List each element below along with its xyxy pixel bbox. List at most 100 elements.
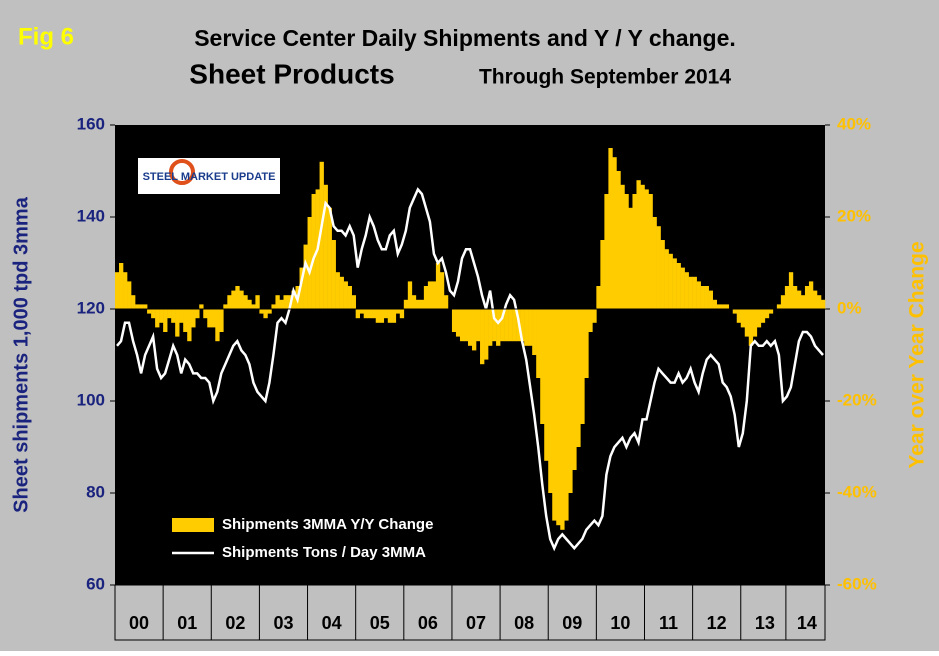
bar (163, 309, 168, 332)
bar (143, 304, 148, 309)
bar (792, 286, 798, 309)
bar (788, 272, 794, 309)
bar (484, 309, 489, 360)
bar (700, 286, 705, 309)
x-tick-label: 07 (466, 613, 486, 633)
bar (476, 309, 481, 342)
chart-subtitle-2: Through September 2014 (479, 66, 731, 89)
bar (496, 309, 501, 346)
bar (467, 309, 473, 346)
bar (732, 309, 738, 314)
bar (459, 309, 465, 342)
y2-tick-label: -60% (837, 574, 877, 593)
bar (279, 299, 284, 309)
bar (407, 281, 413, 309)
bar (415, 299, 421, 309)
bar (688, 276, 693, 309)
bar (592, 309, 597, 323)
chart-subtitle: Sheet Products (189, 58, 394, 89)
bar (488, 309, 493, 346)
bar (520, 309, 525, 342)
plot-area (115, 125, 825, 585)
bar (347, 286, 352, 309)
bar (776, 304, 782, 309)
bar (191, 309, 196, 328)
bar (648, 194, 653, 309)
bar (684, 272, 689, 309)
bar (480, 309, 485, 365)
bar (123, 272, 128, 309)
bar (656, 226, 661, 309)
fig-label: Fig 6 (18, 23, 74, 50)
bar (552, 309, 557, 521)
bar (243, 295, 248, 309)
bar (768, 309, 774, 314)
bar (363, 309, 369, 319)
bar (335, 272, 340, 309)
bar (227, 295, 232, 309)
bar (303, 244, 308, 309)
bar (455, 309, 461, 337)
logo-icon (169, 159, 195, 185)
x-tick-label: 00 (129, 613, 149, 633)
bar (223, 304, 228, 309)
bar (159, 309, 164, 323)
bar (608, 148, 613, 309)
bar (508, 309, 513, 342)
x-tick-label: 14 (797, 613, 817, 633)
bar (548, 309, 553, 493)
logo-text: STEEL MARKET UPDATE (143, 171, 276, 183)
bar (343, 281, 348, 309)
bar (451, 309, 457, 332)
logo-box (138, 158, 280, 194)
bar (355, 309, 360, 319)
bar (383, 309, 389, 319)
bar (115, 272, 120, 309)
bar (339, 276, 344, 309)
bar (784, 286, 790, 309)
bar (267, 309, 272, 314)
bar (692, 276, 697, 309)
x-tick-label: 01 (177, 613, 197, 633)
bar (187, 309, 192, 342)
x-tick-label: 12 (707, 613, 727, 633)
bar (271, 304, 276, 309)
bar (632, 194, 637, 309)
bar (720, 304, 726, 309)
bar (628, 207, 633, 309)
bar (704, 286, 709, 309)
bar (131, 295, 136, 309)
bar (259, 309, 264, 314)
x-tick-label: 06 (418, 613, 438, 633)
bar (175, 309, 180, 337)
bar (375, 309, 381, 323)
bar (427, 281, 433, 309)
bar (816, 295, 822, 309)
bar (636, 180, 641, 309)
y-tick-label: 100 (77, 390, 105, 409)
bar (387, 309, 393, 323)
bar (463, 309, 469, 342)
y-tick-label: 60 (86, 574, 105, 593)
bar (435, 263, 441, 309)
bar (251, 304, 256, 309)
bar (676, 263, 681, 309)
bar (504, 309, 509, 342)
bar (660, 240, 665, 309)
bar (536, 309, 541, 378)
legend-swatch (172, 518, 214, 532)
bar (239, 290, 244, 309)
bar (808, 281, 814, 309)
y-tick-label: 160 (77, 114, 105, 133)
bar (764, 309, 770, 319)
bar (664, 249, 669, 309)
bar (307, 217, 312, 309)
bar (572, 309, 577, 470)
bar (299, 267, 304, 309)
bar (235, 286, 240, 309)
bar (724, 304, 730, 309)
bar (708, 290, 713, 309)
bar (439, 272, 445, 309)
bar (588, 309, 593, 332)
bar (119, 263, 124, 309)
